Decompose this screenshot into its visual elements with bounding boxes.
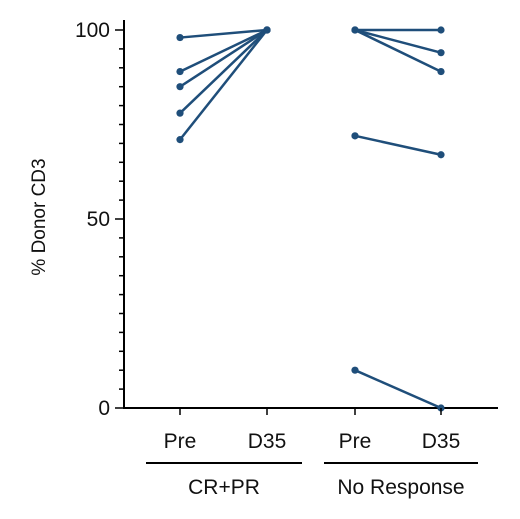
data-point-pre — [176, 136, 184, 144]
subject-line — [354, 134, 442, 156]
y-tick-label: 0 — [98, 397, 110, 420]
group-labels: CR+PR No Response — [146, 462, 478, 499]
data-point-d35 — [437, 26, 445, 34]
y-axis-label: % Donor CD3 — [29, 158, 50, 275]
data-point-pre — [176, 83, 184, 91]
data-point-d35 — [437, 49, 445, 57]
subject-line — [179, 28, 268, 88]
data-point-d35 — [437, 151, 445, 159]
series-layer — [176, 26, 445, 412]
subject-line — [179, 29, 268, 141]
subject-line — [179, 29, 268, 115]
group-label: CR+PR — [188, 476, 260, 499]
subject-line — [179, 28, 268, 39]
data-point-pre — [176, 67, 184, 76]
subject-line — [179, 28, 268, 73]
data-point-d35 — [263, 26, 271, 34]
subject-line — [354, 369, 442, 410]
y-tick-label: 50 — [87, 208, 110, 231]
x-tick-label: D35 — [248, 430, 287, 453]
y-tick-label: 100 — [75, 19, 110, 42]
subject-line — [354, 28, 442, 73]
category-labels: Pre D35 Pre D35 — [164, 408, 461, 453]
data-point-pre — [176, 33, 184, 42]
x-tick-label: Pre — [339, 430, 372, 453]
y-axis: 0 50 100 — [75, 19, 125, 420]
x-tick-label: Pre — [164, 430, 197, 453]
group-label: No Response — [337, 476, 464, 499]
data-point-pre — [176, 109, 184, 117]
data-point-pre — [351, 366, 359, 374]
data-point-d35 — [437, 67, 445, 76]
x-tick-label: D35 — [422, 430, 461, 453]
data-point-pre — [351, 132, 359, 140]
data-point-pre — [351, 26, 359, 34]
subject-line — [354, 28, 442, 54]
y-ticks: 0 50 100 — [75, 19, 124, 420]
